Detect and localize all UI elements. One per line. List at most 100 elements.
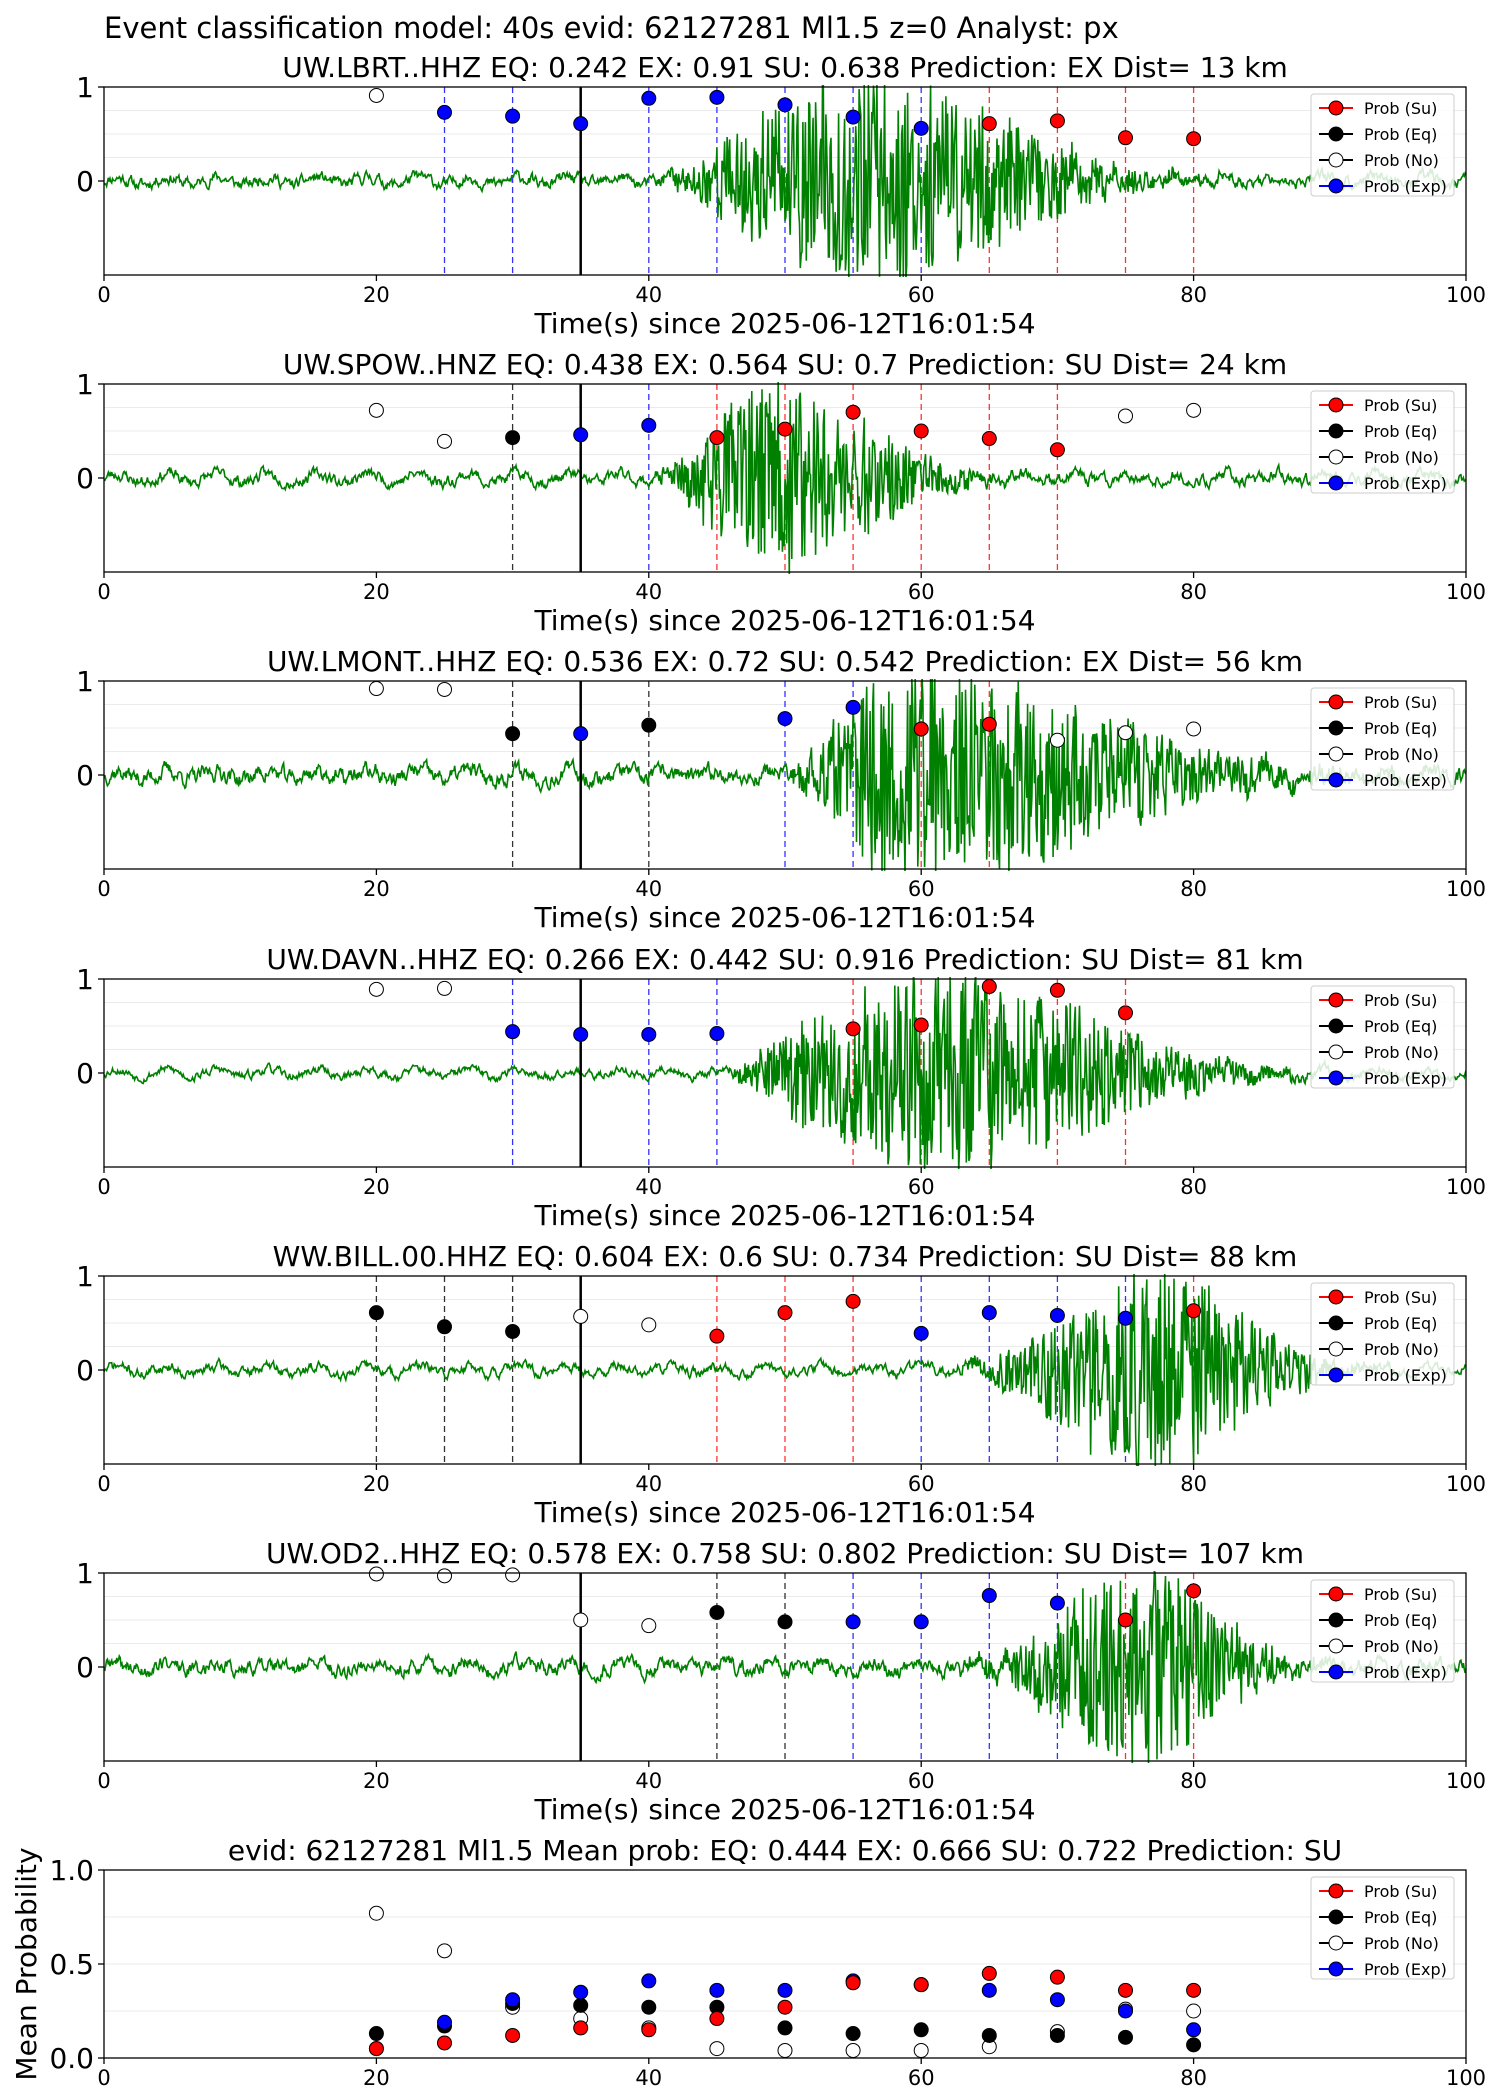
mean-prob-point-su [913,1977,929,1993]
x-tick-label: 20 [363,2066,390,2090]
mean-prob-point-su [777,1999,793,2015]
x-tick-label: 60 [908,1175,935,1199]
panel-title: UW.LBRT..HHZ EQ: 0.242 EX: 0.91 SU: 0.63… [282,51,1288,84]
y-tick-label: 0 [76,1651,94,1684]
x-tick-label: 40 [635,283,662,307]
legend-marker-eq [1328,1909,1344,1925]
prob-point-no [573,1612,589,1628]
prob-point-no [368,981,384,997]
x-tick-label: 100 [1446,2066,1486,2090]
prob-point-no [641,1618,657,1634]
prob-point-no [1049,732,1065,748]
prob-point-no [437,1568,452,1584]
x-tick-label: 0 [97,580,110,604]
legend-marker-no [1328,746,1344,762]
prob-point-eq [368,1305,384,1321]
legend-marker-su [1328,397,1344,413]
legend-marker-no [1328,152,1344,168]
x-tick-label: 80 [1180,877,1207,901]
x-axis-label: Time(s) since 2025-06-12T16:01:54 [533,307,1035,340]
prob-point-su [845,1021,861,1037]
x-tick-label: 0 [97,283,110,307]
prob-point-exp [1049,1595,1065,1611]
panel-title: UW.SPOW..HNZ EQ: 0.438 EX: 0.564 SU: 0.7… [283,348,1287,381]
legend-marker-su [1328,1883,1344,1899]
mean-prob-point-su [573,2020,589,2036]
prob-point-no [437,681,452,697]
mean-prob-point-no [845,2042,861,2058]
legend-marker-eq [1328,126,1344,142]
prob-point-exp [573,116,589,132]
legend-marker-exp [1328,475,1344,491]
prob-point-eq [709,1604,725,1620]
figure-title: Event classification model: 40s evid: 62… [104,11,1119,45]
x-tick-label: 20 [363,1175,390,1199]
x-tick-label: 20 [363,580,390,604]
legend-marker-exp [1328,1070,1344,1086]
x-tick-label: 0 [97,877,110,901]
legend-marker-su [1328,992,1344,1008]
x-tick-label: 0 [97,1472,110,1496]
legend-marker-eq [1328,423,1344,439]
x-tick-label: 60 [908,877,935,901]
prob-point-exp [573,427,589,443]
prob-point-no [368,1566,384,1582]
x-tick-label: 0 [97,1175,110,1199]
y-tick-label: 0 [76,165,94,198]
legend-label-eq: Prob (Eq) [1364,1908,1437,1927]
station-panel-3: UW.LMONT..HHZ EQ: 0.536 EX: 0.72 SU: 0.5… [76,645,1486,934]
x-tick-label: 40 [635,1769,662,1793]
legend-label-exp: Prob (Exp) [1364,474,1447,493]
mean-prob-point-su [1186,1982,1202,1998]
prob-point-su [981,979,997,995]
waveform-trace [104,977,1466,1169]
panels: UW.LBRT..HHZ EQ: 0.242 EX: 0.91 SU: 0.63… [10,51,1486,2090]
y-tick-label: 1.0 [49,1854,94,1887]
x-tick-label: 60 [908,580,935,604]
prob-point-no [641,1317,657,1333]
prob-point-no [1186,721,1202,737]
y-tick-label: 1 [76,71,94,104]
x-tick-label: 20 [363,283,390,307]
legend-label-su: Prob (Su) [1364,99,1437,118]
x-axis-label: Time(s) since 2025-06-12T16:01:54 [533,1793,1035,1826]
prob-point-no [368,402,384,418]
mean-prob-point-su [981,1965,997,1981]
prob-point-exp [641,90,657,106]
mean-prob-point-exp [981,1982,997,1998]
prob-point-no [1118,408,1133,424]
legend-box [1310,687,1455,791]
y-tick-label: 1 [76,665,94,698]
x-tick-label: 100 [1446,283,1486,307]
mean-prob-point-su [641,2022,657,2038]
legend-label-exp: Prob (Exp) [1364,1960,1447,1979]
prob-point-no [505,1567,521,1583]
legend-label-eq: Prob (Eq) [1364,125,1437,144]
mean-prob-point-eq [777,2020,793,2036]
legend-label-no: Prob (No) [1364,1934,1439,1953]
mean-prob-point-su [368,2041,384,2057]
waveform-trace [104,1571,1466,1763]
legend-label-no: Prob (No) [1364,745,1439,764]
prob-point-eq [505,1323,521,1339]
prob-point-exp [981,1588,997,1604]
x-tick-label: 80 [1180,580,1207,604]
prob-point-su [1118,1005,1133,1021]
waveform-trace [104,382,1466,574]
mean-prob-point-no [1186,2003,1202,2019]
waveform-trace [104,1274,1466,1466]
mean-prob-point-exp [505,1992,521,2008]
legend-label-eq: Prob (Eq) [1364,422,1437,441]
x-tick-label: 0 [97,1769,110,1793]
mean-prob-point-eq [981,2027,997,2043]
mean-prob-point-eq [368,2026,384,2042]
prob-point-su [845,404,861,420]
waveform-trace [104,85,1466,277]
prob-point-su [913,1017,929,1033]
prob-point-su [1049,442,1065,458]
mean-prob-point-exp [777,1982,793,1998]
x-tick-label: 80 [1180,283,1207,307]
legend-marker-no [1328,1638,1344,1654]
mean-prob-point-su [845,1975,861,1991]
